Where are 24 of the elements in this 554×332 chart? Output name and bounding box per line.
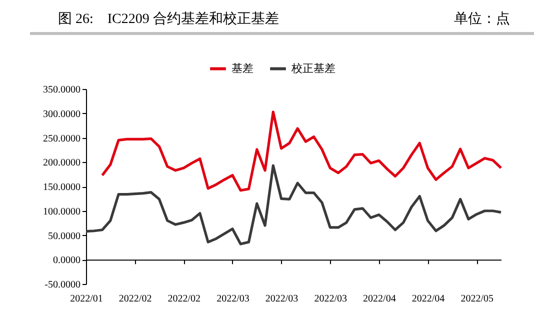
- y-tick-label: 200.0000: [43, 158, 80, 169]
- x-tick-label: 2022/03: [265, 294, 298, 304]
- line-series: [100, 110, 502, 192]
- y-tick-label: 300.0000: [43, 108, 80, 120]
- legend-label: 基差: [232, 62, 254, 75]
- x-tick-label: 2022/03: [314, 294, 348, 304]
- y-tick-label: 0.0000: [53, 255, 80, 266]
- x-tick-label: 2022/04: [412, 294, 445, 304]
- y-tick-label: 50.0000: [48, 230, 80, 242]
- text: 单位：点: [454, 10, 510, 28]
- y-tick-label: 150.0000: [43, 182, 80, 193]
- y-tick-label: 100.0000: [43, 206, 80, 218]
- x-tick-label: 2022/04: [363, 294, 396, 304]
- chart-title: 图 26: IC2209 合约基差和校正基差: [58, 10, 279, 28]
- y-tick-label: 250.0000: [43, 133, 80, 144]
- x-tick-label: 2022/05: [460, 294, 494, 304]
- x-tick-label: 2022/03: [216, 294, 250, 304]
- y-tick-label: 350.0000: [43, 84, 80, 96]
- line-series: [84, 164, 502, 246]
- x-tick-label: 2022/02: [118, 294, 152, 304]
- x-tick-label: 2022/02: [168, 294, 201, 304]
- x-tick-label: 2022/01: [70, 294, 103, 304]
- y-tick-label: -50.0000: [44, 280, 80, 290]
- legend-label: 校正基差: [290, 62, 336, 75]
